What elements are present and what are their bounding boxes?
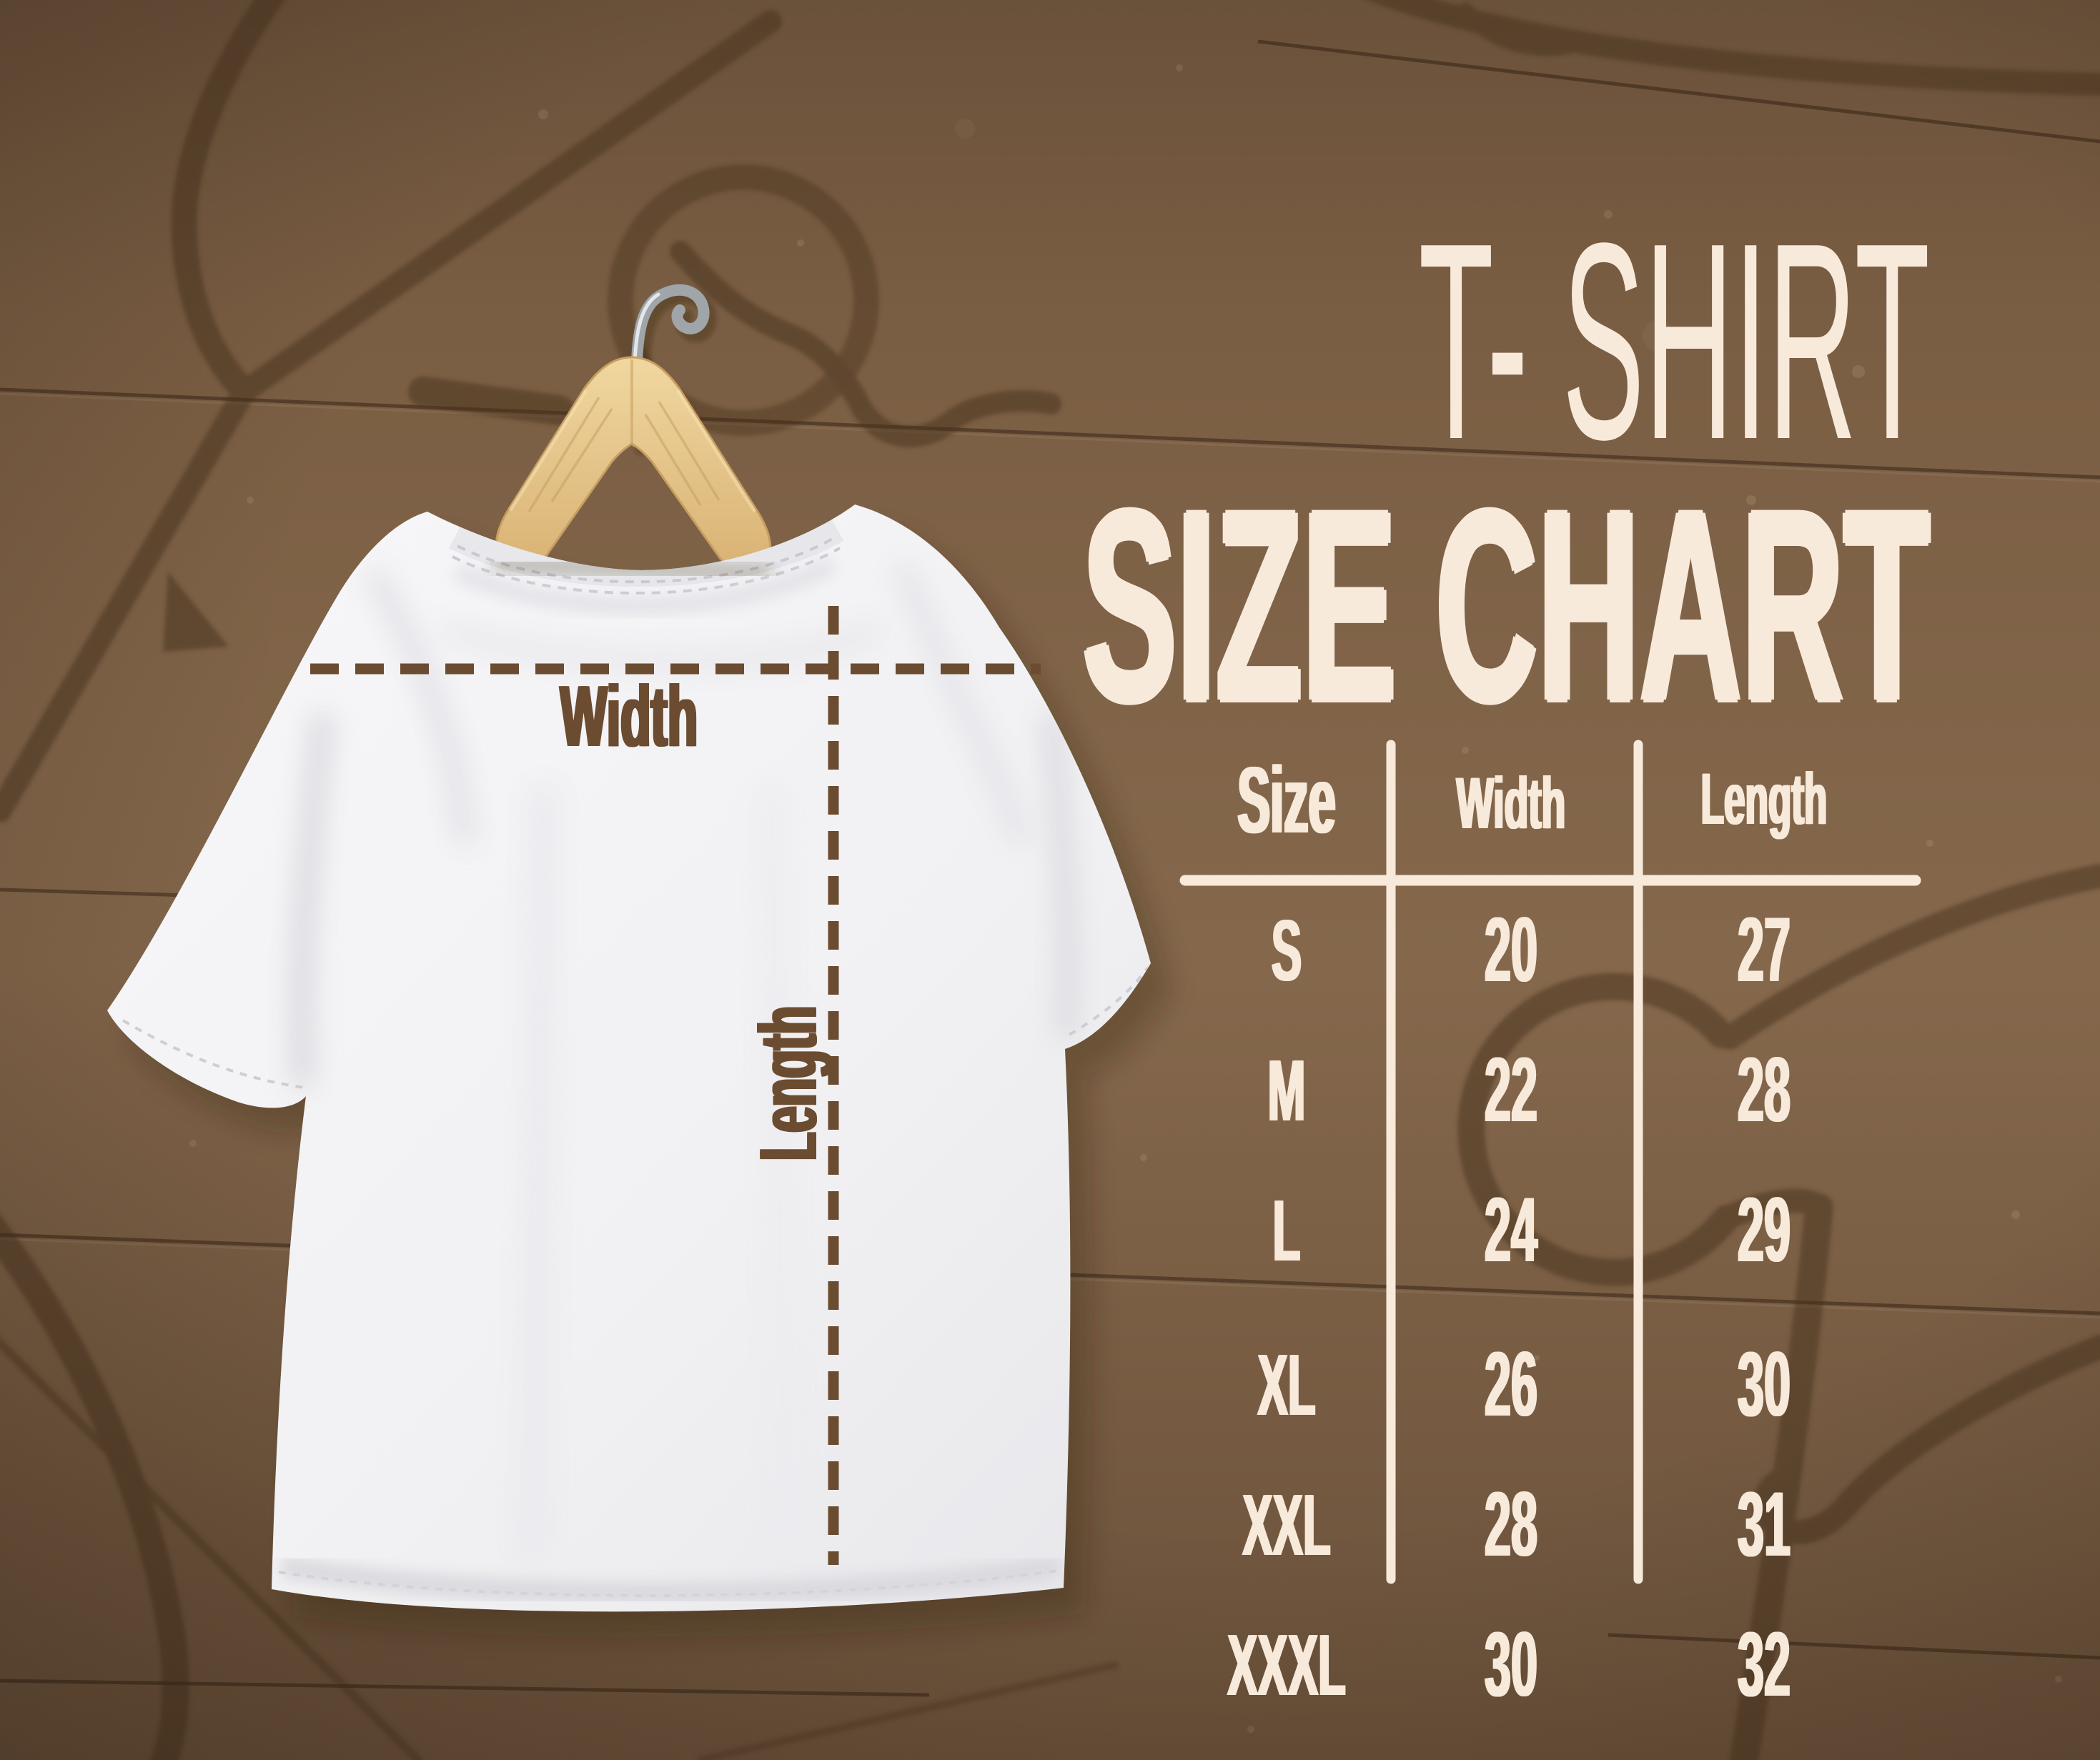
poster-title-line1: T- SHIRT	[1418, 185, 1930, 498]
table-header-width: Width	[1456, 762, 1566, 844]
table-row-size: S	[1271, 902, 1302, 999]
table-row-size: XL	[1257, 1336, 1316, 1433]
table-row-length: 29	[1737, 1179, 1791, 1281]
table-row-size: XXXL	[1227, 1616, 1346, 1714]
table-row-length: 28	[1737, 1039, 1791, 1141]
table-row-width: 30	[1484, 1614, 1538, 1716]
table-lines	[1179, 740, 1921, 1584]
table-row-length: 31	[1737, 1473, 1791, 1576]
table-header-size: Size	[1237, 747, 1336, 852]
poster-title-line2: SIZE CHART	[1082, 454, 1930, 757]
table-row-width: 24	[1484, 1179, 1538, 1281]
shirt-width-label: Width	[560, 667, 698, 765]
table-row-width: 20	[1484, 899, 1538, 1001]
table-row-width: 22	[1484, 1039, 1538, 1141]
table-row-width: 28	[1484, 1473, 1538, 1576]
table-row-length: 27	[1737, 899, 1791, 1001]
hook-icon	[630, 284, 710, 447]
fabric-folds	[290, 561, 1077, 1558]
measurement-lines	[310, 606, 1041, 1565]
tshirt-body	[107, 504, 1151, 1612]
table-row-width: 26	[1484, 1333, 1538, 1436]
table-row-size: M	[1267, 1042, 1306, 1139]
table-row-size: XXL	[1242, 1476, 1331, 1573]
table-row-size: L	[1272, 1182, 1301, 1279]
table-row-length: 30	[1737, 1333, 1791, 1436]
hanger-wood	[495, 356, 772, 572]
table-header-length: Length	[1700, 758, 1828, 840]
shirt-length-label: Length	[743, 1005, 834, 1161]
table-row-length: 32	[1737, 1614, 1791, 1716]
hanger-wood-grain	[528, 359, 720, 512]
